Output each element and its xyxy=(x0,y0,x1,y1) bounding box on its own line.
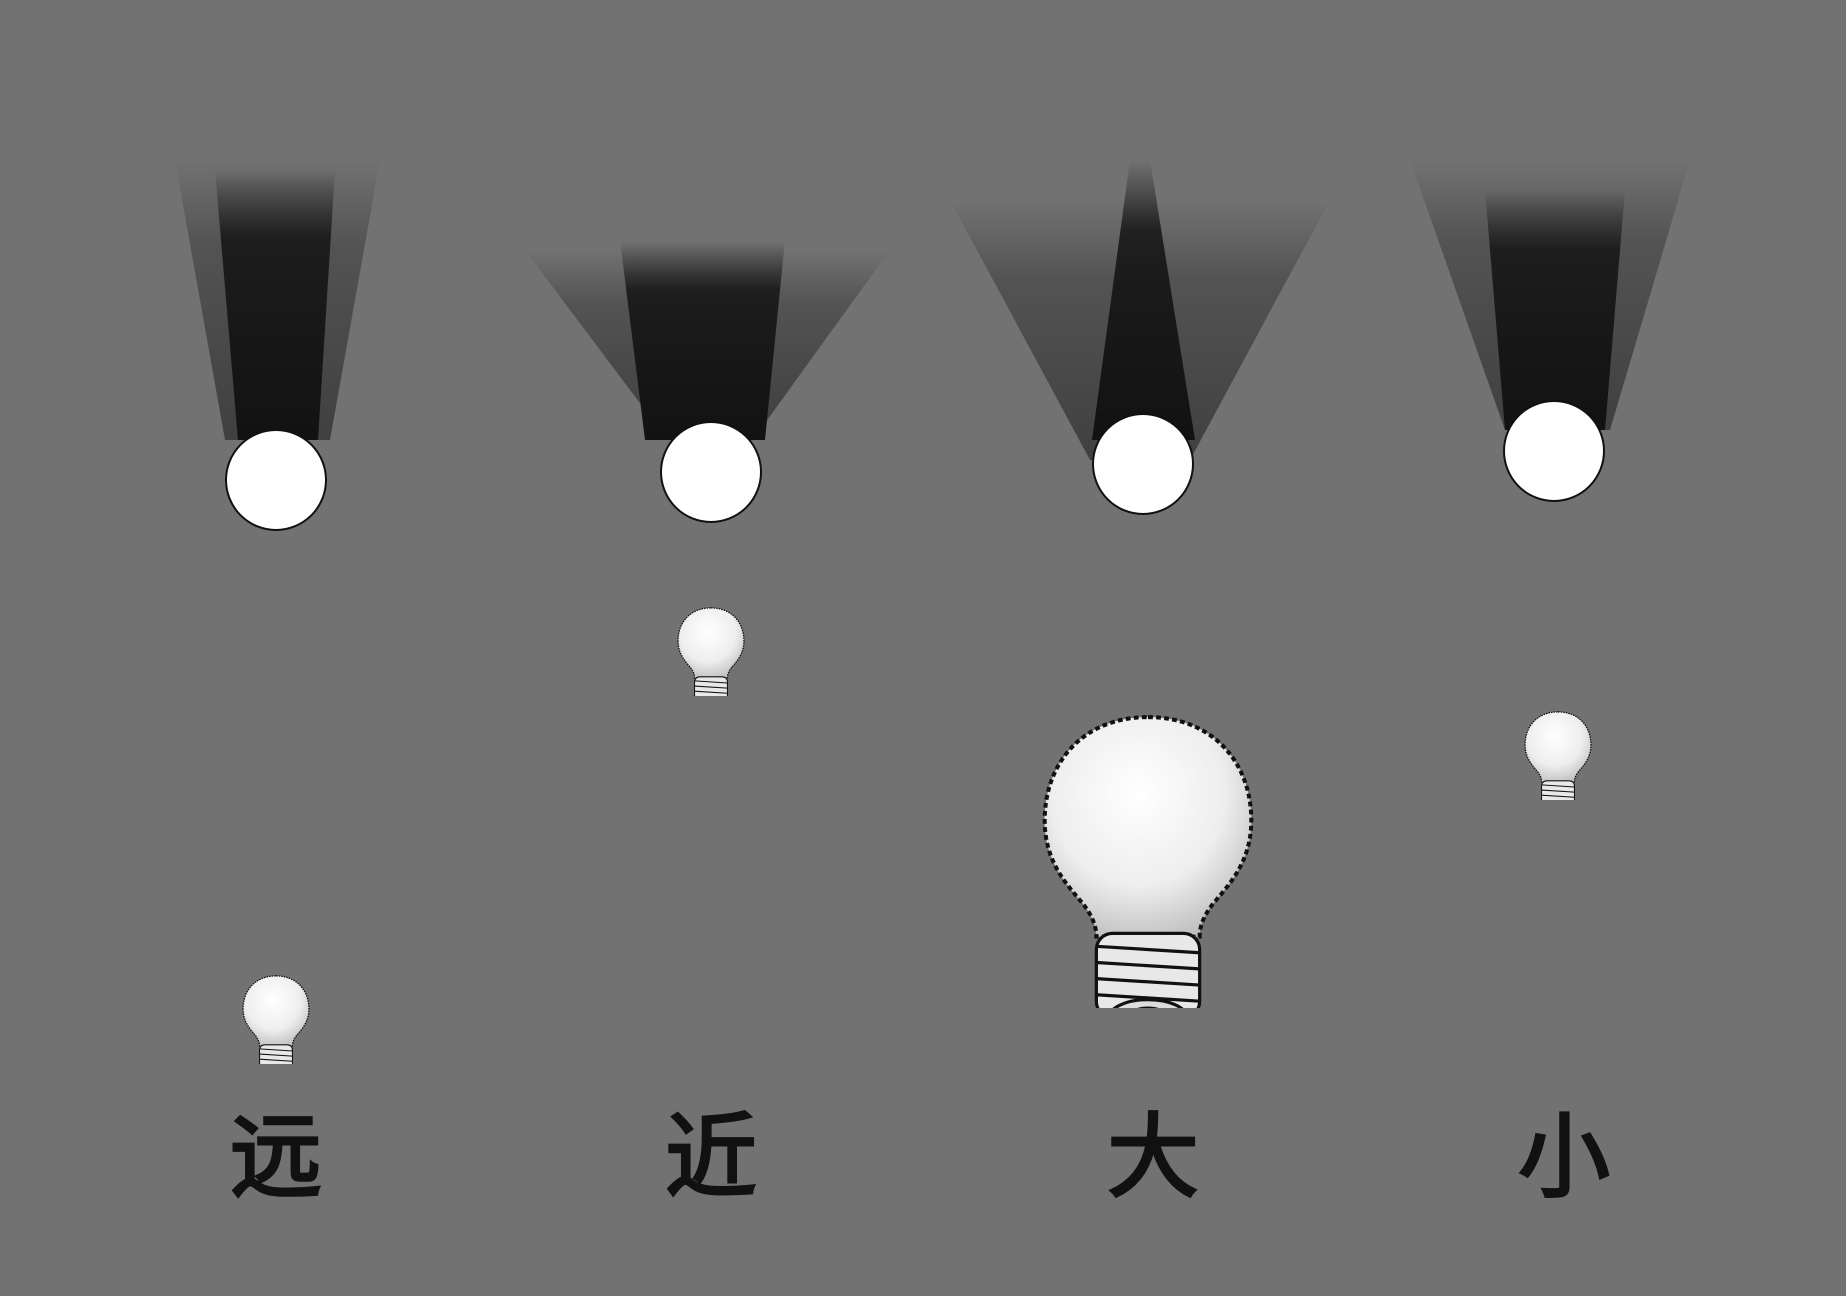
sphere-light-icon xyxy=(1503,400,1605,502)
light-bulb-icon xyxy=(1524,711,1592,800)
shadow-core xyxy=(1485,190,1625,430)
panel-large xyxy=(950,160,1330,1035)
panel-far xyxy=(175,160,380,1064)
light-bulb-icon xyxy=(677,607,745,696)
label-small: 小 xyxy=(1517,1104,1610,1211)
label-near: 近 xyxy=(664,1104,757,1211)
panel-near xyxy=(525,240,890,696)
label-large: 大 xyxy=(1106,1104,1199,1211)
shadow-core xyxy=(1092,160,1195,440)
sphere-light-icon xyxy=(225,429,327,531)
light-bulb-icon xyxy=(242,975,310,1064)
panel-small xyxy=(1410,160,1690,800)
light-bulb-icon xyxy=(1045,717,1252,1035)
sphere-light-icon xyxy=(660,421,762,523)
sphere-light-icon xyxy=(1092,413,1194,515)
shadow-core xyxy=(620,240,785,440)
label-far: 远 xyxy=(229,1104,322,1211)
shadow-core xyxy=(215,170,335,440)
